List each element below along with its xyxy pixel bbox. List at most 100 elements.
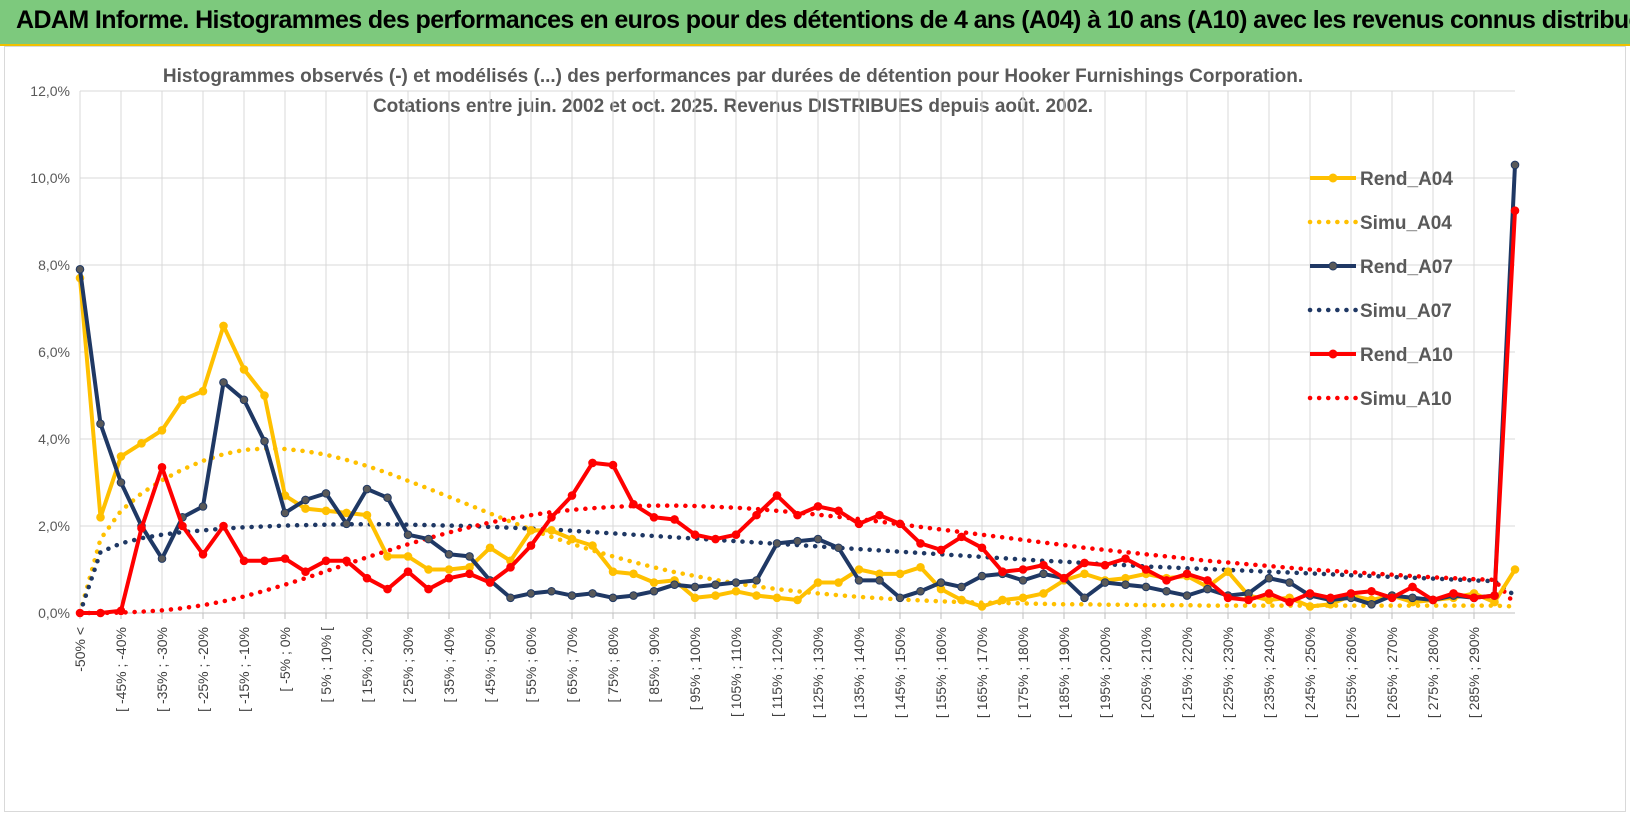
data-point-rend-a10 [1141,565,1151,574]
data-point-rend-a07 [936,578,946,587]
data-point-rend-a10 [567,491,577,500]
data-point-rend-a04 [198,386,208,396]
plot-area [75,160,1520,618]
data-point-rend-a10 [793,510,802,520]
data-point-rend-a04 [403,552,413,561]
data-point-rend-a07 [567,591,577,600]
data-point-rend-a07 [96,419,105,429]
data-point-rend-a10 [198,549,208,559]
data-point-rend-a10 [137,523,146,533]
data-point-rend-a10 [1100,560,1110,570]
data-point-rend-a07 [362,484,372,494]
chart-grid [79,90,1515,614]
x-tick-label: [ -25% ; -20% [195,627,211,712]
data-point-rend-a10 [547,513,556,522]
data-point-rend-a04 [116,452,126,461]
data-point-rend-a10 [506,563,515,572]
data-point-rend-a07 [752,576,761,585]
x-tick-label: [ 185% ; 190% [1056,627,1072,718]
y-tick-label: 12,0% [30,83,70,99]
data-point-rend-a04 [1039,589,1048,598]
data-point-rend-a07 [1018,576,1028,585]
data-point-rend-a04 [444,565,454,574]
data-point-rend-a07 [875,576,884,585]
data-point-rend-a04 [649,578,659,587]
x-tick-label: [ 105% ; 110% [728,627,744,717]
x-tick-label: -50% < [72,627,88,672]
data-point-rend-a04 [1223,567,1233,576]
x-tick-label: [ 5% ; 10% [ [318,627,334,703]
x-tick-label: [ -35% ; -30% [154,627,170,712]
data-point-rend-a10 [916,539,925,548]
data-point-rend-a07 [793,536,802,546]
x-tick-label: [ 205% ; 210% [1138,627,1154,718]
data-point-rend-a04 [567,534,577,544]
x-tick-label: [ 45% ; 50% [482,627,498,703]
data-point-rend-a07 [1100,578,1110,587]
legend-marker [1328,261,1338,271]
x-tick-label: [ 145% ; 150% [892,627,908,718]
data-point-rend-a07 [813,534,823,544]
data-point-rend-a10 [1305,589,1315,598]
data-point-rend-a10 [1469,593,1479,603]
data-point-rend-a10 [1490,591,1499,600]
x-tick-label: [ 175% ; 180% [1015,627,1031,718]
data-point-rend-a07 [116,478,126,487]
data-point-rend-a07 [444,549,454,559]
data-point-rend-a10 [485,578,495,587]
data-point-rend-a10 [1428,595,1438,605]
legend-item-rend-a04: Rend_A04 [1310,169,1453,190]
data-point-rend-a04 [321,506,331,516]
legend-item-simu-a04: Simu_A04 [1307,213,1452,234]
data-point-rend-a04 [424,565,433,574]
data-point-rend-a07 [1510,160,1520,170]
data-point-rend-a10 [1039,560,1048,570]
chart-frame: Histogrammes observés (-) et modélisés (… [4,46,1626,812]
data-point-rend-a04 [977,602,987,611]
x-tick-label: [ 85% ; 90% [646,627,662,703]
data-point-rend-a04 [834,578,843,587]
data-point-rend-a04 [137,439,146,448]
data-point-rend-a04 [260,391,269,400]
data-point-rend-a04 [793,595,802,605]
data-point-rend-a07 [1264,573,1274,583]
legend-item-simu-a10: Simu_A10 [1307,389,1452,410]
data-point-rend-a10 [1182,569,1192,579]
data-point-rend-a07 [280,508,290,518]
legend-marker [1328,349,1338,359]
data-point-rend-a10 [854,519,864,529]
data-point-rend-a07 [1408,593,1417,603]
x-tick-label: [ -5% ; 0% [277,627,293,692]
data-point-rend-a04 [239,365,249,374]
x-tick-label: [ 135% ; 140% [851,627,867,718]
data-point-rend-a10 [465,569,474,579]
data-point-rend-a10 [1326,593,1335,603]
data-point-rend-a04 [342,508,351,518]
data-point-rend-a04 [752,591,761,600]
series-line-simu-a10 [77,503,1518,616]
data-point-rend-a07 [465,552,474,561]
x-tick-label: [ 225% ; 230% [1220,627,1236,718]
data-point-rend-a10 [526,541,536,550]
data-point-rend-a07 [1162,586,1171,596]
data-point-rend-a10 [301,567,310,576]
data-point-rend-a10 [1449,589,1458,598]
x-tick-label: [ 235% ; 240% [1261,627,1277,718]
data-point-rend-a07 [157,554,167,563]
page-title: ADAM Informe. Histogrammes des performan… [16,6,1630,34]
data-point-rend-a10 [1018,565,1028,574]
data-point-rend-a04 [485,543,495,553]
x-tick-label: [ 55% ; 60% [523,627,539,703]
x-axis: -50% < [ -45% ; -40% [ -35% ; -30% [ -25% ;… [72,612,1515,718]
chart-title: Histogrammes observés (-) et modélisés (… [163,66,1303,87]
data-point-rend-a10 [711,534,720,544]
series-line-rend-a10 [80,210,1517,615]
legend-label: Simu_A10 [1360,389,1452,410]
data-point-rend-a10 [1203,576,1212,585]
data-point-rend-a10 [588,458,597,468]
chart: Histogrammes observés (-) et modélisés (… [30,66,1520,718]
y-tick-label: 0,0% [38,605,70,621]
data-point-rend-a10 [178,521,187,531]
data-point-rend-a04 [157,426,167,435]
data-point-rend-a10 [260,556,269,566]
